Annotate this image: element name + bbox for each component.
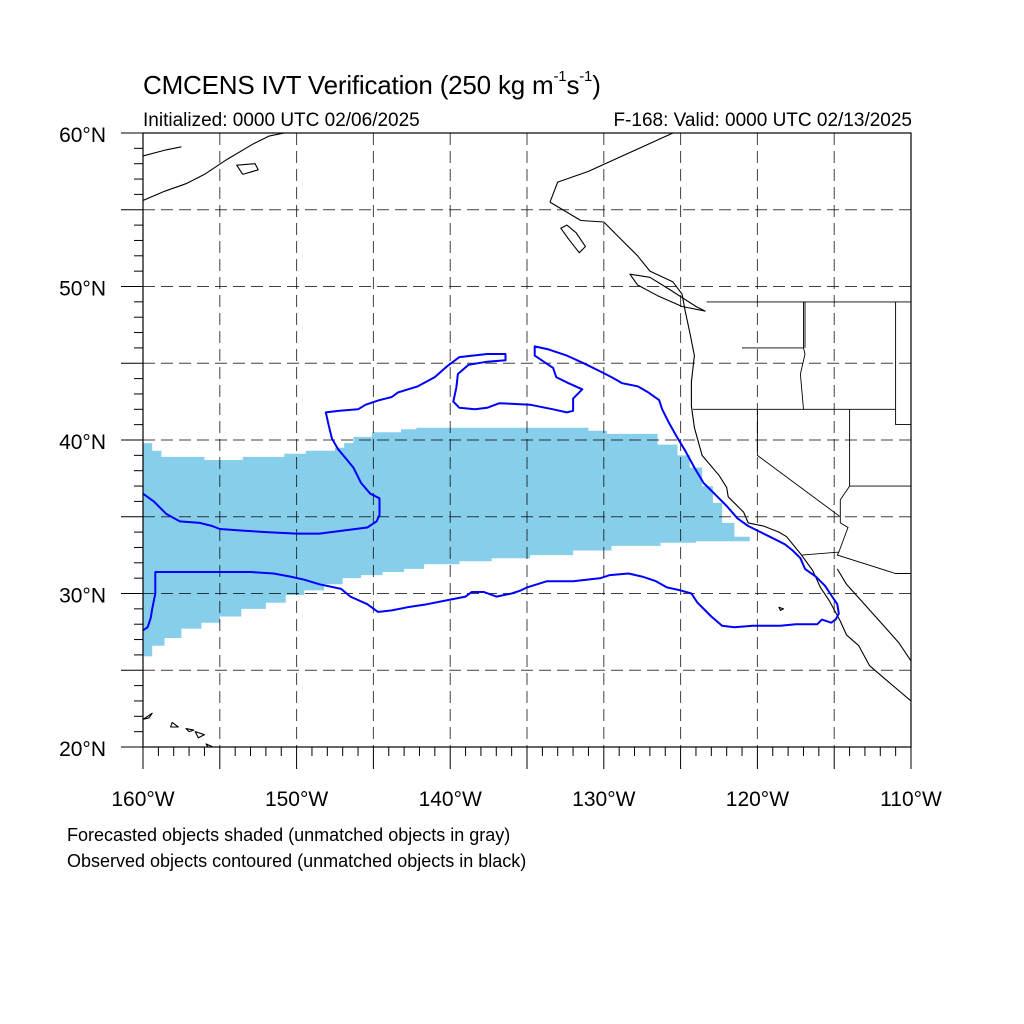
lon-label: 160°W <box>111 788 174 811</box>
axis-ticks-layer <box>121 132 912 769</box>
lon-label: 140°W <box>419 788 482 811</box>
coastline-alaska-island-2 <box>236 163 259 175</box>
title-exponent-2: -1 <box>579 68 593 86</box>
observed-legend-note: Observed objects contoured (unmatched ob… <box>67 851 527 871</box>
border-us-mexico <box>801 551 911 574</box>
title-text: CMCENS IVT Verification (250 kg m <box>143 70 554 100</box>
lat-label: 50°N <box>59 278 106 301</box>
state-border-8 <box>895 409 911 426</box>
state-border-3 <box>799 301 806 410</box>
state-border-5 <box>839 409 851 517</box>
coastline-alaska <box>143 133 285 202</box>
title-close-paren: ) <box>592 70 601 100</box>
lon-label: 110°W <box>880 788 942 811</box>
forecast-legend-note: Forecasted objects shaded (unmatched obj… <box>67 825 511 845</box>
coastline-alaska-island-1 <box>143 146 182 157</box>
coastline-hawaii-island-2 <box>170 721 179 728</box>
plot-title: CMCENS IVT Verification (250 kg m-1s-1) <box>143 68 601 101</box>
title-unit-s: s <box>566 70 580 100</box>
valid-time-label: F-168: Valid: 0000 UTC 02/13/2025 <box>613 110 912 131</box>
forecast-objects-layer <box>143 427 750 657</box>
coastline-layer <box>143 133 911 747</box>
coastline-hawaii-island-4 <box>194 731 205 739</box>
coastline-haida-gwaii <box>560 224 586 254</box>
title-block: CMCENS IVT Verification (250 kg m-1s-1) … <box>0 0 1024 140</box>
observed-objects-layer <box>143 345 840 632</box>
observed-object-1 <box>143 345 840 632</box>
lat-label: 20°N <box>59 738 106 761</box>
lat-label: 60°N <box>59 124 106 147</box>
coastline-vancouver-island <box>629 273 706 312</box>
grid-lines-layer <box>143 133 911 747</box>
axis-labels-layer: 20°N 30°N 40°N 50°N 60°N 160°W 150°W 140°W 130°W… <box>59 124 942 811</box>
coastline-gulf-of-california <box>836 568 911 662</box>
lon-label: 130°W <box>572 788 635 811</box>
coastline-hawaii-island-5 <box>205 743 215 747</box>
coastline-hawaii-island-3 <box>185 728 195 733</box>
coastline-north-america <box>549 133 911 702</box>
lat-label: 30°N <box>59 585 106 608</box>
lon-label: 150°W <box>265 788 328 811</box>
coastline-hawaii-island-1 <box>143 712 153 720</box>
lat-label: 40°N <box>59 431 106 454</box>
coastline-island-1 <box>778 606 785 611</box>
lon-label: 120°W <box>726 788 789 811</box>
title-exponent-1: -1 <box>553 68 567 86</box>
forecast-object-1 <box>143 427 750 657</box>
state-border-6 <box>838 516 849 553</box>
state-border-2 <box>756 409 841 518</box>
initialized-label: Initialized: 0000 UTC 02/06/2025 <box>143 110 420 131</box>
political-borders-layer <box>692 301 911 574</box>
